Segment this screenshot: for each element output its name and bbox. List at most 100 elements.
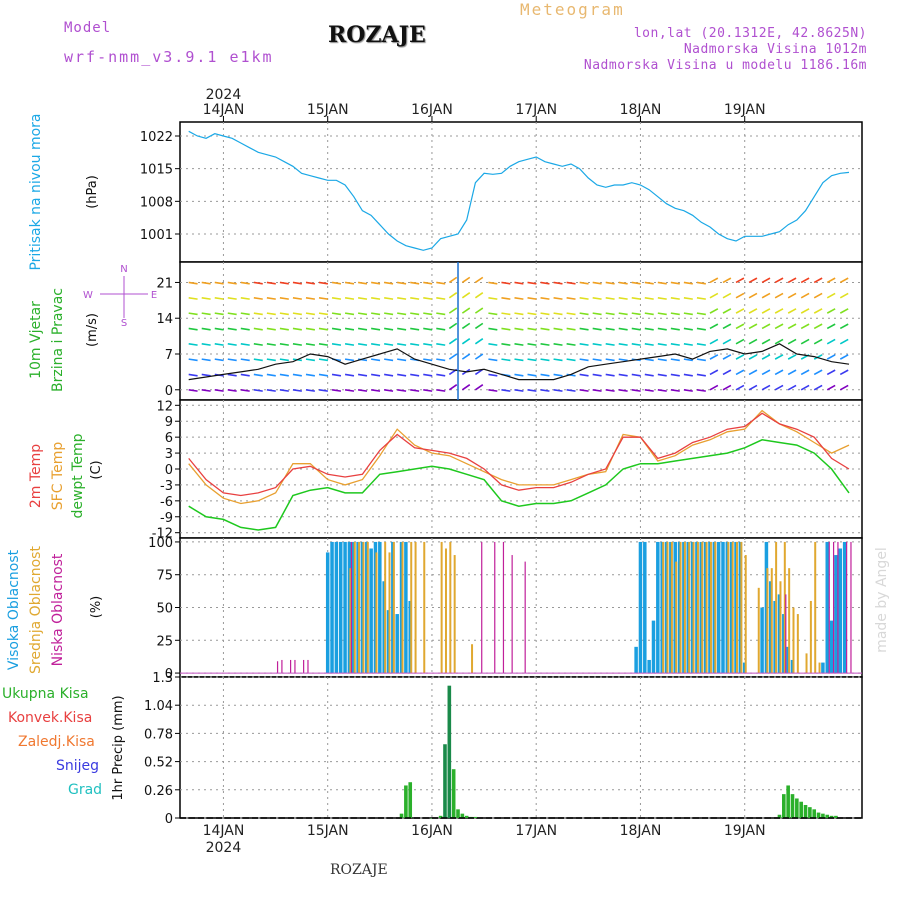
wind-arrow [748,338,758,345]
wind-arrow [618,281,628,285]
y-tick-label: 1015 [140,163,173,178]
cloud-bar-mid [362,541,365,674]
wind-arrow [397,296,407,300]
wind-arrow [527,342,537,346]
y-tick-label: 14 [156,312,173,327]
wind-arrow [839,384,849,391]
wind-arrow [344,327,355,331]
wind-arrow [800,308,810,314]
y-tick-label: 25 [156,634,173,649]
cloud-bar-high [378,541,382,674]
precip-bar [443,744,447,818]
wind-arrow [318,373,329,377]
wind-arrow [188,373,198,377]
precip-bar [816,812,821,818]
cloud-bar-high [651,620,656,674]
wind-arrow [357,281,368,285]
wind-arrow [839,292,849,299]
wind-arrow [644,388,654,392]
wind-arrow [410,281,420,285]
cloud-bar-high [325,552,330,674]
wind-arrow [748,384,758,391]
precip-bar [821,813,825,818]
temp-2m-line [188,412,850,497]
wind-arrow [423,312,433,316]
wind-arrow [774,384,784,391]
wind-arrow [397,388,407,392]
y-tick-label: 9 [165,415,173,430]
wind-arrow [331,388,342,392]
wind-arrow [201,327,211,331]
cloud-bar-high [842,541,847,674]
cloud-bar-low [828,541,830,674]
wind-arrow [579,373,589,377]
wind-arrow [384,327,394,331]
precip-bar [803,804,808,818]
wind-arrow [461,353,471,360]
wind-arrow [618,296,628,300]
wind-arrow [474,322,484,330]
wind-arrow [384,342,394,346]
cloud-bar-low [307,659,309,674]
wind-arrow [592,388,602,392]
wind-arrow [488,296,498,300]
wind-arrow [540,388,550,392]
precip-legend-2: Zaledj.Kisa [18,734,95,750]
wind-arrow [279,342,289,346]
wind-arrow [722,308,732,314]
precip-legend-1: Konvek.Kisa [8,710,92,726]
wind-arrow [371,296,381,300]
wind-arrow [240,296,250,300]
wind-arrow [305,358,315,362]
cloud-bar-mid [388,552,391,674]
cloud-bar-mid [788,568,791,674]
cloud-bar-high [838,548,843,674]
wind-arrow [761,308,771,314]
wind-arrow [670,327,680,331]
wind-arrow [188,296,198,300]
wind-arrow [410,373,420,377]
cloud-bar-mid [727,541,730,674]
wind-arrow [279,327,289,331]
wind-arrow [474,384,484,391]
wind-arrow [266,373,276,377]
lonlat: lon,lat (20.1312E, 42.8625N) [633,26,867,41]
wind-arrow [644,312,654,316]
wind-arrow [201,373,211,377]
wind-arrow [787,308,797,314]
wind-arrow [540,327,550,331]
cloud-bar-mid [692,541,695,674]
wind-arrow [436,358,446,362]
cloud-bar-high [656,541,660,674]
wind-arrow [266,312,276,316]
wind-arrow [397,327,407,331]
cloud-bar-low [294,659,296,674]
footer-station: ROZAJE [330,862,388,878]
wind-arrow [201,388,211,392]
top-day-label: 17JAN [515,102,557,118]
cloud-bar-mid [783,541,786,674]
precip-bar [451,769,456,818]
wind-arrow [735,323,745,330]
precip-legend-0: Ukupna Kisa [2,686,89,702]
wind-arrow [253,281,263,285]
wind-arrow [592,312,602,316]
wind-arrow [253,373,263,377]
wind-arrow [501,296,511,300]
wind-arrow [488,281,498,285]
wind-arrow [683,312,693,316]
y-tick-label: 0 [165,384,173,399]
wind-arrow [423,296,433,300]
pressure-line [188,130,850,251]
precip-bar [782,794,786,818]
wind-arrow [553,358,563,362]
wind-arrow [266,342,276,346]
cloud-bar-low [481,541,483,674]
precip-bar [799,801,803,818]
wind-arrow [592,342,602,346]
wind-arrow [305,327,315,331]
wind-arrow [618,388,628,392]
cloud-bar-high [821,662,825,674]
precip-bar [447,685,452,818]
